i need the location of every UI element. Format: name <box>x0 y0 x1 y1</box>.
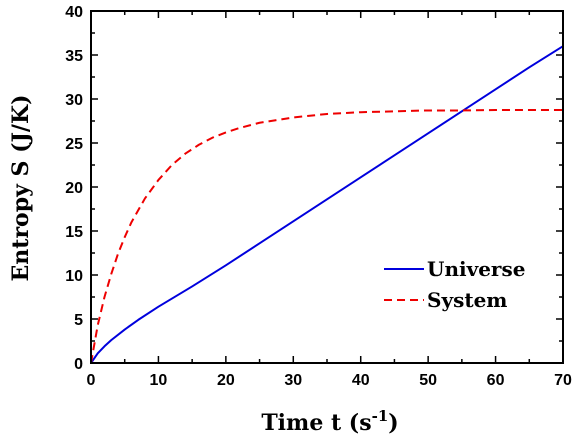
series-line-system <box>90 109 563 364</box>
legend-label-universe: Universe <box>427 257 525 281</box>
x-tick-labels: 0 10 20 30 40 50 60 70 <box>87 372 572 389</box>
x-tick-label: 60 <box>487 372 505 389</box>
y-tick-label: 40 <box>65 4 83 21</box>
y-tick-label: 10 <box>65 268 83 285</box>
series-line-universe <box>90 45 564 364</box>
y-tick-label: 25 <box>65 136 83 153</box>
x-tick-label: 30 <box>284 372 302 389</box>
x-tick-label: 40 <box>352 372 370 389</box>
y-axis-title: Entropy S (J/K) <box>8 95 34 282</box>
y-tick-label: 0 <box>74 356 83 373</box>
legend-label-system: System <box>427 288 507 312</box>
plot-frame <box>90 10 564 364</box>
y-tick-label: 20 <box>65 180 83 197</box>
y-tick-label: 5 <box>74 312 83 329</box>
y-tick-label: 15 <box>65 224 83 241</box>
x-tick-label: 50 <box>419 372 437 389</box>
y-tick-label: 30 <box>65 92 83 109</box>
x-tick-label: 70 <box>554 372 572 389</box>
y-tick-labels: 0 5 10 15 20 25 30 35 40 <box>65 4 83 373</box>
y-tick-label: 35 <box>65 48 83 65</box>
x-tick-label: 20 <box>217 372 235 389</box>
x-tick-label: 0 <box>87 372 96 389</box>
x-tick-label: 10 <box>150 372 168 389</box>
legend: Universe System <box>384 257 525 312</box>
x-axis-title: Time t (s-1) <box>261 407 398 436</box>
series-lines <box>90 45 564 364</box>
